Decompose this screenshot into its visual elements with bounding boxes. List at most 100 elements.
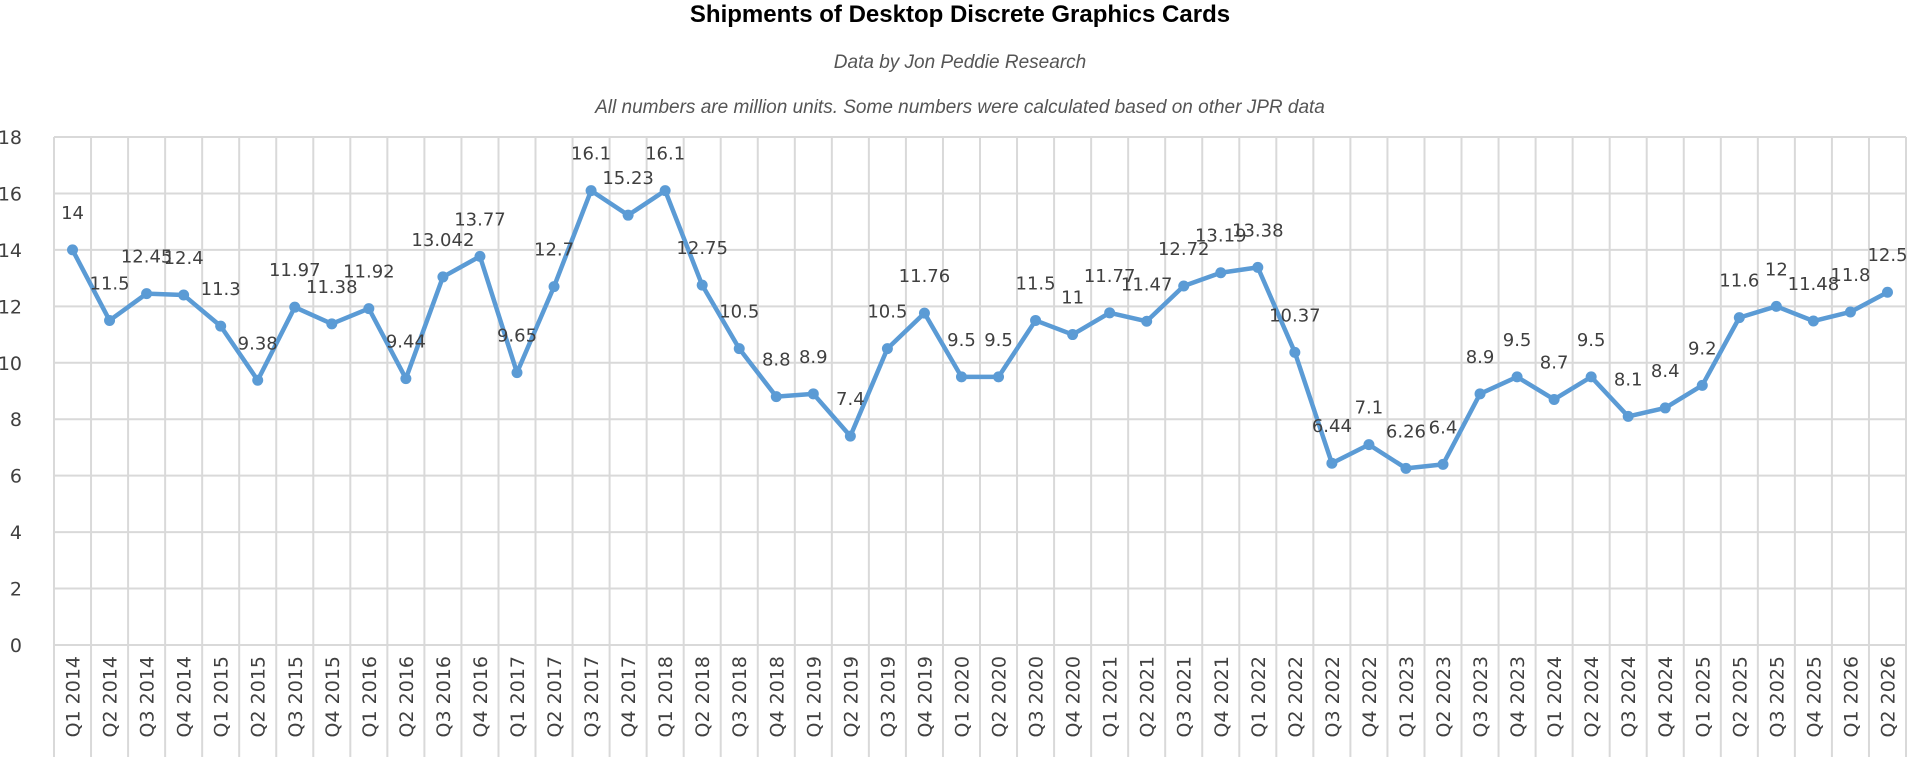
y-tick-label: 6: [10, 466, 22, 488]
data-label: 11.8: [1830, 265, 1870, 286]
data-point: [400, 373, 412, 385]
x-tick-label: Q1 2016: [359, 656, 381, 737]
data-label: 12.45: [121, 247, 173, 268]
data-point: [1881, 286, 1893, 298]
data-label: 11.5: [90, 273, 130, 294]
x-tick-label: Q1 2024: [1544, 656, 1566, 737]
x-tick-label: Q1 2023: [1396, 656, 1418, 737]
data-point: [1141, 315, 1153, 327]
x-tick-label: Q3 2022: [1322, 656, 1344, 737]
series-line: [70, 188, 1890, 471]
data-point: [1659, 402, 1671, 414]
data-label: 6.4: [1429, 417, 1458, 438]
data-label: 11.97: [269, 260, 321, 281]
x-tick-label: Q1 2026: [1840, 656, 1862, 737]
data-label: 13.19: [1195, 226, 1247, 247]
data-label: 11.5: [1016, 273, 1056, 294]
data-point: [1696, 379, 1708, 391]
data-point: [696, 279, 708, 291]
x-tick-label: Q3 2020: [1026, 656, 1048, 737]
data-label: 16.1: [645, 144, 685, 165]
data-label: 13.042: [411, 230, 474, 251]
data-label: 8.7: [1540, 352, 1569, 373]
data-label: 8.1: [1614, 369, 1643, 390]
x-tick-label: Q4 2018: [766, 656, 788, 737]
x-tick-label: Q1 2018: [655, 656, 677, 737]
data-label: 8.4: [1651, 361, 1680, 382]
data-point: [844, 430, 856, 442]
data-point: [1178, 280, 1190, 292]
data-label: 11.38: [306, 277, 358, 298]
x-tick-label: Q3 2023: [1470, 656, 1492, 737]
x-tick-label: Q3 2019: [877, 656, 899, 737]
data-point: [1400, 462, 1412, 474]
x-tick-label: Q2 2017: [544, 656, 566, 737]
data-label: 13.38: [1232, 220, 1284, 241]
data-point: [363, 303, 375, 315]
data-label: 10.37: [1269, 305, 1321, 326]
data-point: [1807, 315, 1819, 327]
x-tick-label: Q3 2024: [1618, 656, 1640, 737]
x-tick-label: Q3 2015: [285, 656, 307, 737]
x-tick-label: Q2 2022: [1285, 656, 1307, 737]
data-label: 8.8: [762, 350, 791, 371]
data-label: 12.5: [1867, 245, 1907, 266]
data-point: [1030, 314, 1042, 326]
data-label: 6.44: [1312, 416, 1352, 437]
data-point: [252, 374, 264, 386]
data-point: [1548, 393, 1560, 405]
data-label: 11: [1061, 288, 1084, 309]
x-tick-label: Q2 2020: [989, 656, 1011, 737]
data-point: [585, 185, 597, 197]
y-tick-label: 12: [0, 296, 22, 318]
data-label: 9.65: [497, 326, 537, 347]
x-tick-label: Q1 2021: [1100, 656, 1122, 737]
data-label: 11.6: [1719, 271, 1759, 292]
data-label: 14: [61, 203, 84, 224]
data-label: 9.2: [1688, 338, 1717, 359]
x-tick-label: Q2 2025: [1729, 656, 1751, 737]
data-point: [1585, 371, 1597, 383]
x-tick-label: Q4 2017: [618, 656, 640, 737]
x-tick-label: Q2 2021: [1137, 656, 1159, 737]
data-point: [474, 250, 486, 262]
data-point: [1363, 439, 1375, 451]
x-tick-label: Q2 2014: [100, 656, 122, 737]
y-tick-label: 18: [0, 127, 22, 149]
data-label: 10.5: [867, 302, 907, 323]
x-tick-label: Q2 2019: [840, 656, 862, 737]
x-tick-label: Q3 2021: [1174, 656, 1196, 737]
y-tick-label: 2: [10, 579, 22, 601]
data-label: 12.72: [1158, 239, 1210, 260]
x-tick-label: Q3 2017: [581, 656, 603, 737]
data-label: 15.23: [602, 168, 654, 189]
data-label: 9.5: [947, 330, 976, 351]
y-tick-label: 14: [0, 240, 22, 262]
data-label: 8.9: [1466, 347, 1495, 368]
x-tick-label: Q2 2026: [1877, 656, 1899, 737]
x-tick-label: Q1 2019: [803, 656, 825, 737]
data-point: [659, 185, 671, 197]
data-point: [104, 314, 116, 326]
data-label: 13.77: [454, 209, 506, 230]
data-point: [993, 371, 1005, 383]
x-tick-label: Q4 2023: [1507, 656, 1529, 737]
y-tick-label: 4: [10, 522, 22, 544]
y-tick-label: 16: [0, 183, 22, 205]
x-tick-label: Q1 2025: [1692, 656, 1714, 737]
data-label: 11.47: [1121, 274, 1173, 295]
data-label: 10.5: [719, 302, 759, 323]
x-tick-label: Q1 2022: [1248, 656, 1270, 737]
x-tick-label: Q4 2019: [914, 656, 936, 737]
data-point: [622, 209, 634, 221]
data-point: [1474, 388, 1486, 400]
x-tick-label: Q3 2025: [1766, 656, 1788, 737]
data-label: 11.3: [201, 279, 241, 300]
data-point: [1622, 410, 1634, 422]
data-label: 12: [1765, 259, 1788, 280]
x-tick-label: Q1 2014: [63, 656, 85, 737]
data-label: 9.38: [238, 333, 278, 354]
data-label: 9.5: [1503, 330, 1532, 351]
data-label: 7.1: [1355, 398, 1384, 419]
